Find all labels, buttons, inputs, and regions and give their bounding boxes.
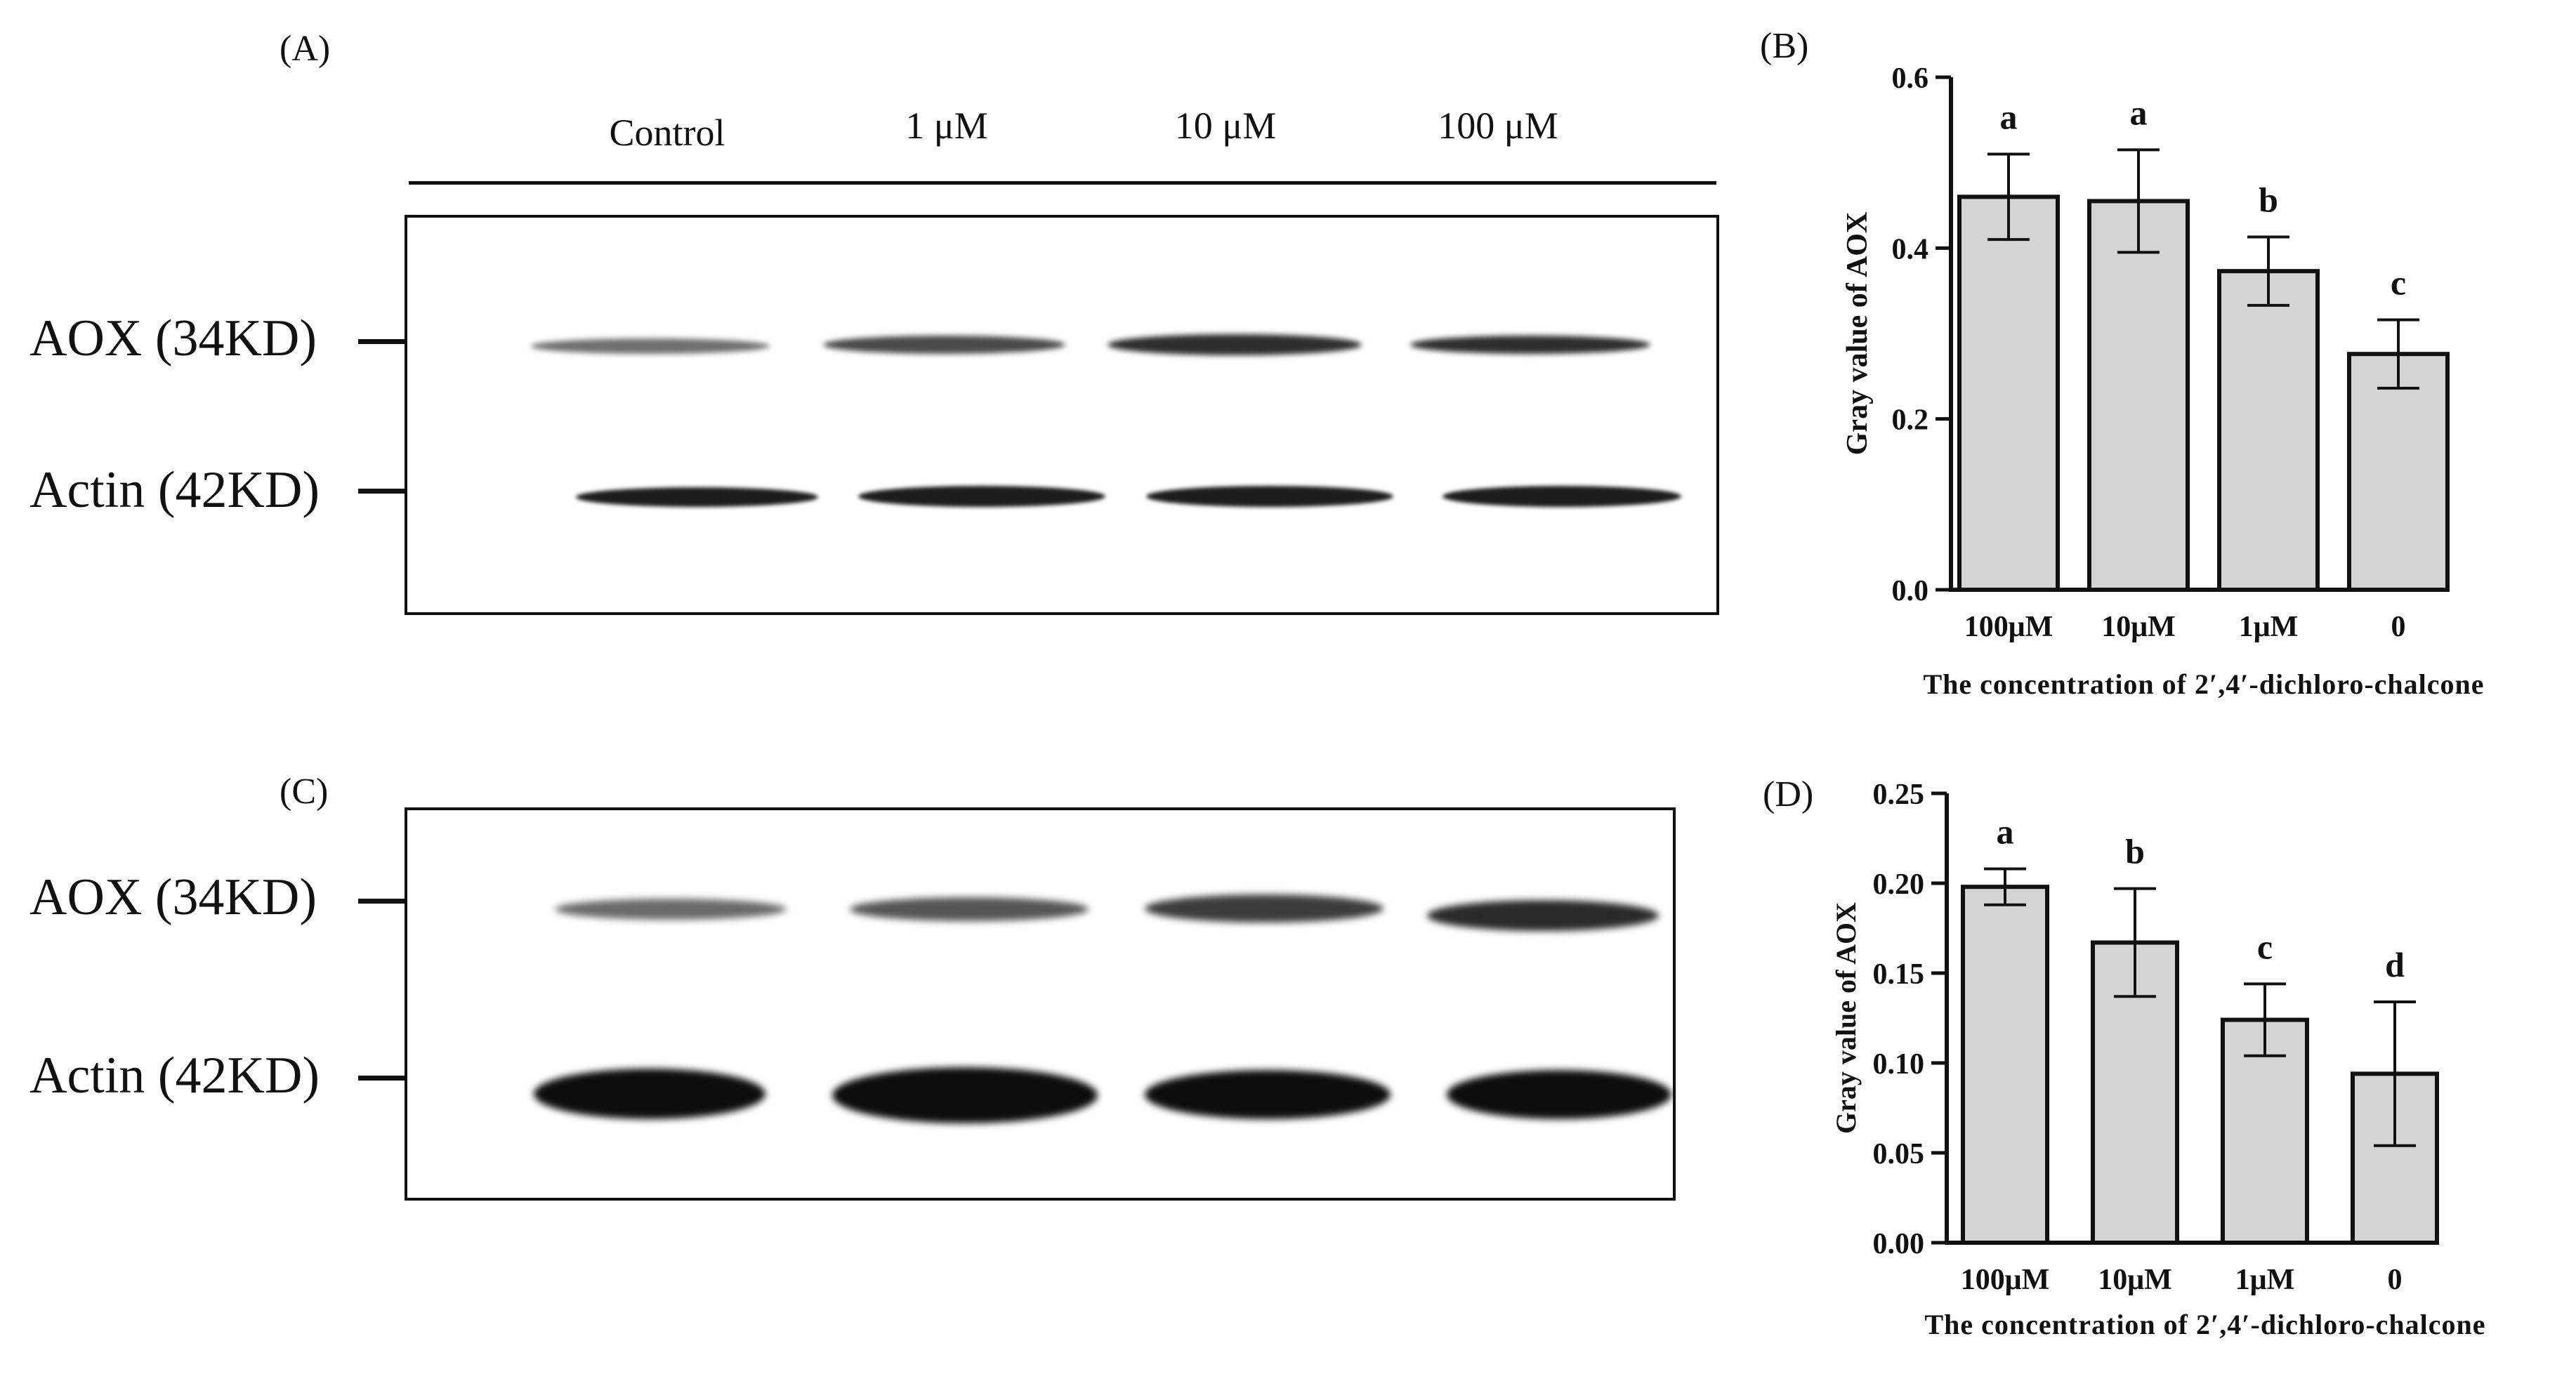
y-tick-label: 0.05 xyxy=(1873,1138,1925,1170)
lane-label-1um: 1 μM xyxy=(905,105,988,147)
bar xyxy=(1961,885,2049,1245)
y-tick-label: 0.10 xyxy=(1873,1048,1925,1081)
bar xyxy=(2087,199,2190,592)
category-label: 10μM xyxy=(2098,1264,2171,1296)
band-c-actin-control xyxy=(534,1069,765,1119)
band-a-actin-100um xyxy=(1443,486,1681,507)
band-c-aox-10um xyxy=(1145,894,1384,923)
band-a-actin-10um xyxy=(1146,486,1393,507)
band-c-aox-100um xyxy=(1427,900,1659,931)
blot-a-aox-marker xyxy=(358,339,407,344)
y-tick-label: 0.15 xyxy=(1873,958,1925,991)
lane-label-10um: 10 μM xyxy=(1174,105,1277,147)
blot-a-row-label-aox: AOX (34KD) xyxy=(29,310,317,367)
blot-a-actin-marker xyxy=(358,489,407,494)
significance-letter: a xyxy=(1997,812,2014,852)
category-label: 0 xyxy=(2391,611,2406,643)
blot-c-row-label-actin: Actin (42KD) xyxy=(29,1047,320,1104)
bar-chart-d: 0.00 0.05 0.10 0.15 0.20 0.25 Gray value of AO… xyxy=(1830,779,2485,1340)
category-label: 100μM xyxy=(1961,1264,2049,1296)
bar xyxy=(1957,194,2060,593)
band-a-aox-control xyxy=(531,338,770,354)
blot-c-aox-marker xyxy=(358,899,407,904)
bar-chart-b: 0.0 0.2 0.4 0.6 Gray value of AOX a 100μM a 10μM… xyxy=(1841,62,2484,700)
panel-label-a: (A) xyxy=(280,29,331,69)
category-label: 1μM xyxy=(2235,1264,2294,1296)
significance-letter: d xyxy=(2385,945,2405,984)
category-label: 10μM xyxy=(2101,611,2175,643)
band-c-actin-10um xyxy=(1145,1070,1391,1119)
band-c-aox-1um xyxy=(850,897,1089,921)
panel-label-b: (B) xyxy=(1760,26,1809,66)
lane-label-control: Control xyxy=(609,112,725,154)
x-axis-label: The concentration of 2′,4′-dichloro-chal… xyxy=(1923,668,2484,700)
y-tick-label: 0.2 xyxy=(1892,404,1929,437)
significance-letter: c xyxy=(2257,927,2273,966)
significance-letter: c xyxy=(2391,263,2406,303)
category-label: 0 xyxy=(2388,1264,2403,1296)
x-axis-label: The concentration of 2′,4′-dichloro-chal… xyxy=(1924,1309,2485,1340)
y-tick-label: 0.25 xyxy=(1873,779,1925,811)
significance-letter: b xyxy=(2259,180,2278,220)
lane-label-100um: 100 μM xyxy=(1438,105,1558,147)
panel-label-d: (D) xyxy=(1763,774,1814,814)
band-a-actin-control xyxy=(576,487,818,507)
y-axis-label: Gray value of AOX xyxy=(1830,902,1862,1134)
western-blot-a xyxy=(405,215,1719,615)
y-tick-label: 0.00 xyxy=(1873,1228,1925,1260)
band-c-actin-100um xyxy=(1447,1070,1671,1119)
blot-c-actin-marker xyxy=(358,1076,407,1081)
band-a-aox-10um xyxy=(1108,334,1362,355)
band-a-aox-100um xyxy=(1410,336,1650,354)
significance-letter: a xyxy=(2000,98,2018,137)
band-c-actin-1um xyxy=(832,1067,1098,1123)
band-a-actin-1um xyxy=(858,486,1105,507)
significance-letter: a xyxy=(2130,93,2148,132)
category-label: 100μM xyxy=(1964,611,2053,643)
blot-c-row-label-aox: AOX (34KD) xyxy=(29,868,317,926)
panel-label-c: (C) xyxy=(280,772,329,812)
y-axis-label: Gray value of AOX xyxy=(1841,212,1874,455)
y-tick-label: 0.6 xyxy=(1892,62,1929,95)
y-tick-label: 0.4 xyxy=(1892,233,1929,265)
western-blot-c xyxy=(405,807,1676,1201)
blot-a-row-label-actin: Actin (42KD) xyxy=(29,461,320,519)
y-tick-label: 0.20 xyxy=(1873,868,1925,901)
bar xyxy=(2217,269,2320,592)
band-a-aox-1um xyxy=(823,336,1065,354)
lane-header-line xyxy=(409,181,1716,185)
category-label: 1μM xyxy=(2239,611,2298,643)
y-tick-label: 0.0 xyxy=(1892,575,1929,607)
significance-letter: b xyxy=(2125,832,2145,871)
band-c-aox-control xyxy=(555,899,787,920)
bar xyxy=(2347,352,2450,592)
